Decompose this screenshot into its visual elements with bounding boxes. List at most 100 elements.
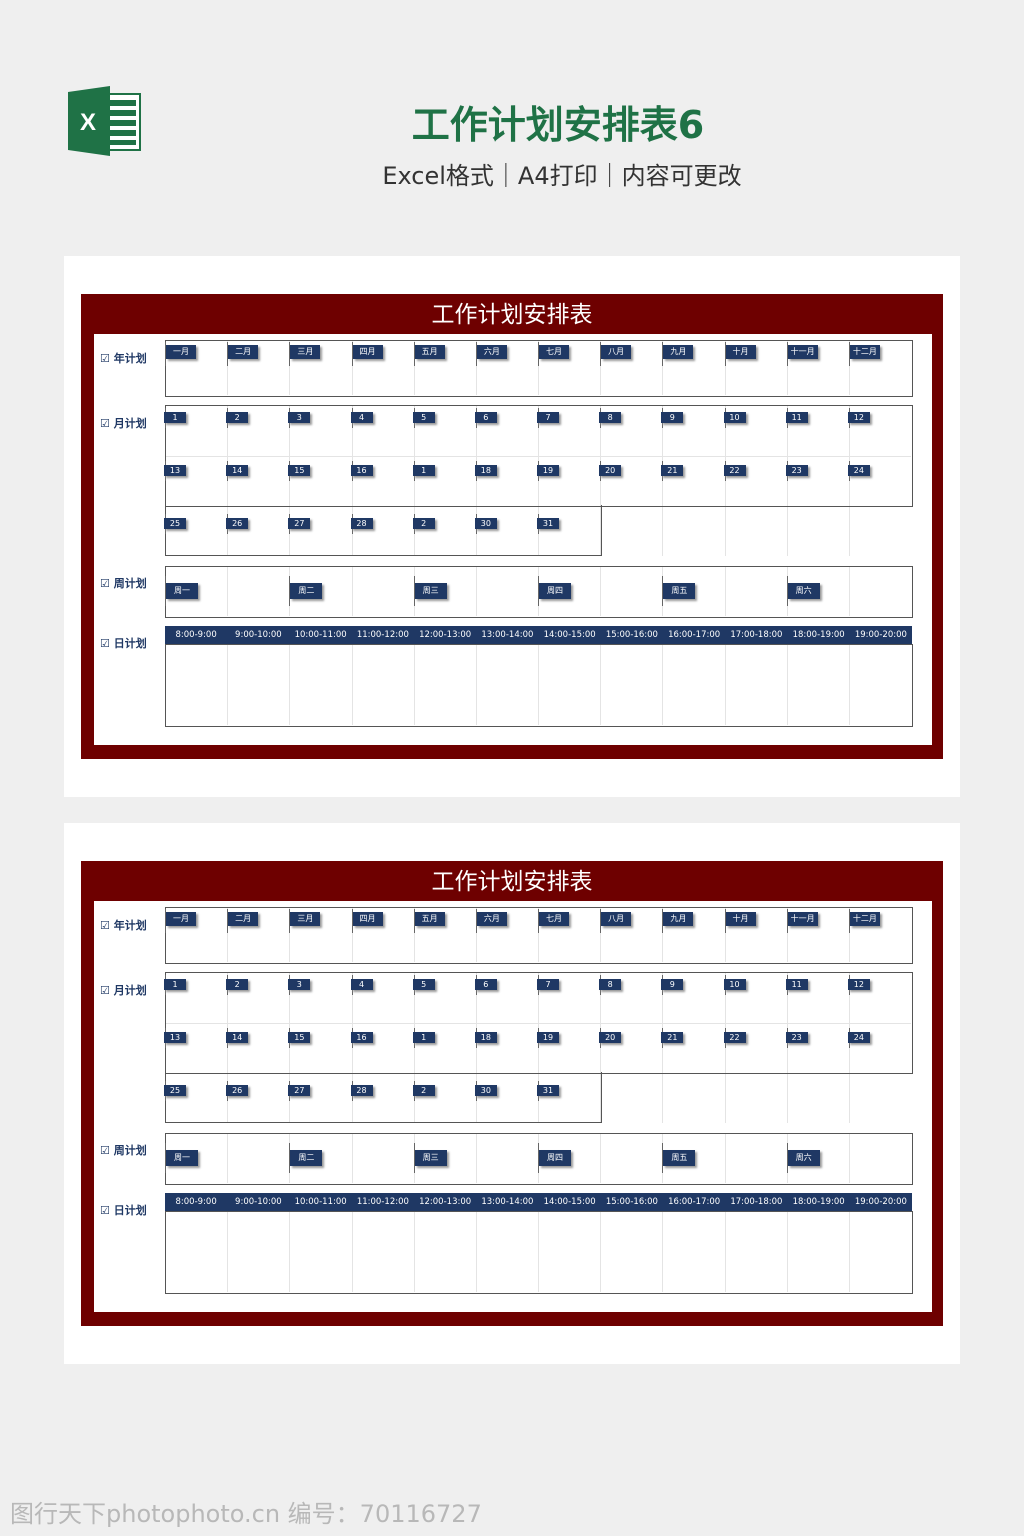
grid-line <box>786 907 788 962</box>
grid-line <box>724 907 726 962</box>
grid-line <box>413 1211 415 1292</box>
month-plan-box-row3 <box>165 505 602 556</box>
day-tag: 3 <box>288 412 311 423</box>
hour-slot: 13:00-14:00 <box>481 1197 534 1207</box>
tag-pin <box>786 342 788 366</box>
weekday-tag: 周三 <box>414 583 447 599</box>
tag-pin <box>662 1143 664 1173</box>
day-tag: 4 <box>350 979 373 990</box>
grid-line <box>848 566 850 616</box>
grid-line <box>538 644 539 725</box>
day-tag: 2 <box>412 1085 435 1096</box>
month-tag: 三月 <box>290 345 321 359</box>
hour-slot: 9:00-10:00 <box>235 630 282 640</box>
hour-slot: 14:00-15:00 <box>543 1197 596 1207</box>
month-tag: 三月 <box>290 912 321 926</box>
grid-line <box>662 1211 664 1292</box>
tag-pin <box>538 576 539 606</box>
day-tag: 20 <box>599 465 622 476</box>
tag-pin <box>724 342 726 366</box>
grid-line <box>227 1133 229 1183</box>
month-plan-box <box>165 405 913 507</box>
month-tag: 八月 <box>601 912 632 926</box>
month-tag: 一月 <box>166 912 196 926</box>
grid-line <box>724 1133 726 1183</box>
day-tag: 1 <box>412 465 435 476</box>
day-tag: 25 <box>164 518 186 529</box>
grid-line <box>289 644 291 725</box>
tag-pin <box>413 1143 415 1173</box>
day-tag: 31 <box>537 1085 559 1096</box>
tag-pin <box>165 909 166 933</box>
section-label-month: ☑ 月计划 <box>100 984 147 997</box>
grid-line <box>413 907 415 962</box>
grid-line <box>600 1133 602 1183</box>
tag-pin <box>600 909 602 933</box>
tag-pin <box>600 342 602 366</box>
weekday-tag: 周五 <box>663 583 696 599</box>
grid-line <box>724 1211 726 1292</box>
tag-pin <box>413 576 415 606</box>
grid-line <box>662 340 664 395</box>
tag-pin <box>289 342 291 366</box>
grid-line <box>475 340 477 395</box>
month-plan-box <box>165 972 913 1074</box>
tag-pin <box>475 342 477 366</box>
hour-slot: 19:00-20:00 <box>854 1197 907 1207</box>
year-plan-box <box>165 340 913 397</box>
day-tag: 23 <box>785 1032 808 1043</box>
grid-line <box>848 340 850 395</box>
day-tag: 7 <box>537 979 559 990</box>
month-tag: 六月 <box>476 912 507 926</box>
hour-slot: 11:00-12:00 <box>356 630 409 640</box>
hour-slot: 13:00-14:00 <box>481 630 534 640</box>
grid-line <box>724 566 726 616</box>
tag-pin <box>289 909 291 933</box>
day-tag: 21 <box>661 465 684 476</box>
day-tag: 19 <box>537 465 559 476</box>
sheet-title: 工作计划安排表 <box>431 302 593 328</box>
grid-line <box>600 1211 602 1292</box>
grid-line <box>351 907 353 962</box>
preview-card-2: 工作计划安排表 ☑ 年计划 ☑ 月计划 ☑ 周计划 ☑ 日计划 一月 二月 三月 四月 五月 六月 七… <box>64 823 960 1364</box>
hour-slot: 15:00-16:00 <box>605 1197 658 1207</box>
tag-pin <box>289 576 291 606</box>
tag-pin <box>351 342 353 366</box>
day-tag: 21 <box>661 1032 684 1043</box>
tag-pin <box>413 909 415 933</box>
weekday-tag: 周四 <box>539 583 571 599</box>
tag-pin <box>662 909 664 933</box>
hour-slot: 16:00-17:00 <box>668 630 721 640</box>
grid-line <box>165 1023 911 1024</box>
day-plan-box <box>165 1211 913 1294</box>
day-tag: 18 <box>474 465 497 476</box>
section-label-day: ☑ 日计划 <box>100 1204 147 1217</box>
year-plan-box <box>165 907 913 964</box>
tag-pin <box>724 909 726 933</box>
grid-line <box>165 456 911 457</box>
watermark: 图行天下photophoto.cn 编号：70116727 <box>10 1500 482 1528</box>
day-tag: 28 <box>350 1085 373 1096</box>
month-tag: 七月 <box>539 345 569 359</box>
day-tag: 10 <box>723 412 746 423</box>
month-tag: 二月 <box>228 912 259 926</box>
grid-line <box>351 340 353 395</box>
day-tag: 2 <box>412 518 435 529</box>
hour-header: 8:00-9:00 9:00-10:00 10:00-11:00 11:00-12:0… <box>165 1193 912 1211</box>
hour-slot: 15:00-16:00 <box>605 630 658 640</box>
tag-pin <box>848 342 850 366</box>
svg-text:X: X <box>80 109 96 136</box>
day-tag: 8 <box>599 979 622 990</box>
grid-line <box>538 1211 539 1292</box>
month-tag: 五月 <box>414 912 445 926</box>
hour-slot: 16:00-17:00 <box>668 1197 721 1207</box>
weekday-tag: 周六 <box>787 1150 820 1166</box>
day-tag: 5 <box>412 412 435 423</box>
grid-line <box>413 644 415 725</box>
tag-pin <box>848 909 850 933</box>
tag-pin <box>351 909 353 933</box>
tag-pin <box>475 909 477 933</box>
month-tag: 九月 <box>663 345 694 359</box>
tag-pin <box>662 342 664 366</box>
day-tag: 9 <box>661 979 684 990</box>
